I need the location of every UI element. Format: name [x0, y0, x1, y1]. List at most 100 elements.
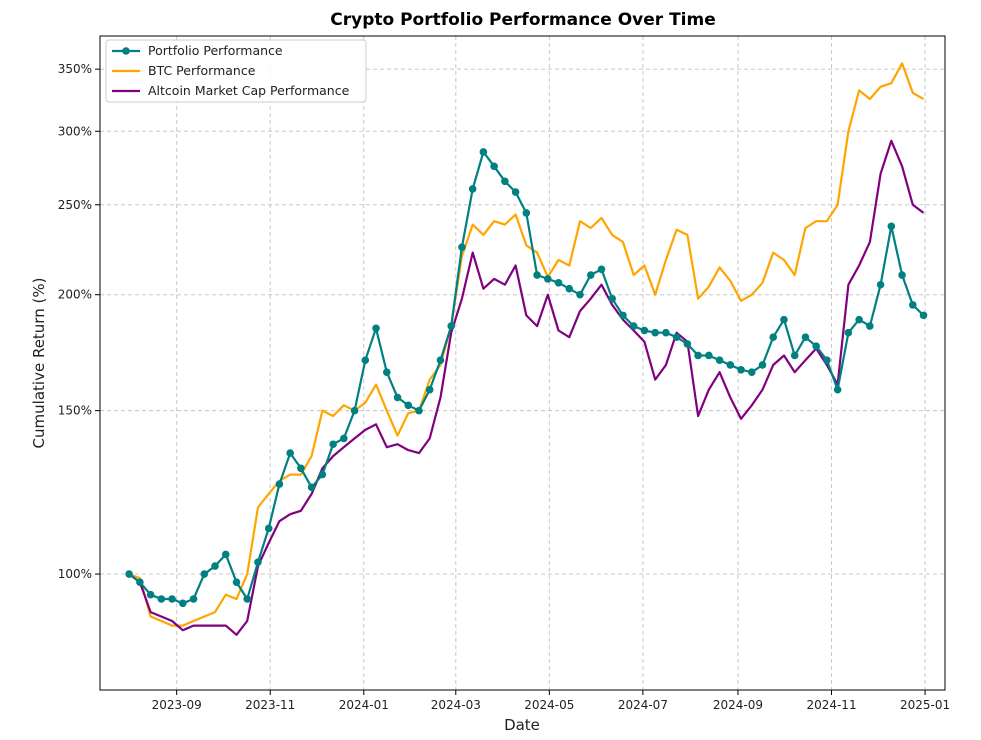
portfolio-performance-point	[769, 333, 778, 341]
portfolio-performance-point	[501, 177, 509, 186]
legend-marker	[122, 47, 130, 55]
portfolio-performance-point	[275, 480, 284, 488]
portfolio-performance-point	[415, 406, 423, 415]
portfolio-performance-point	[436, 356, 445, 364]
x-tick-label: 2023-11	[245, 698, 295, 712]
portfolio-performance-point	[307, 483, 316, 492]
series-lines	[125, 62, 928, 636]
portfolio-performance-point	[855, 315, 863, 324]
portfolio-performance-point	[329, 440, 337, 449]
portfolio-performance-point	[350, 406, 359, 415]
x-tick-label: 2024-07	[618, 698, 668, 712]
portfolio-performance-point	[179, 599, 187, 608]
portfolio-performance-point	[801, 333, 810, 341]
portfolio-performance-point	[758, 361, 767, 369]
portfolio-performance-point	[264, 524, 273, 533]
y-tick-label: 200%	[58, 288, 92, 302]
portfolio-performance-point	[919, 311, 928, 320]
portfolio-performance-point	[823, 356, 831, 364]
portfolio-performance-point	[672, 333, 681, 341]
portfolio-performance-point	[425, 385, 434, 394]
legend-box	[105, 39, 367, 103]
x-tick-label: 2024-01	[339, 698, 389, 712]
portfolio-performance-point	[297, 464, 305, 473]
portfolio-performance-point	[372, 324, 380, 333]
portfolio-performance-point	[468, 185, 477, 193]
portfolio-performance-point	[393, 393, 402, 402]
x-tick-label: 2024-11	[806, 698, 856, 712]
portfolio-performance-point	[726, 361, 735, 369]
portfolio-performance-point	[715, 356, 724, 364]
portfolio-performance-point	[221, 550, 230, 559]
portfolio-performance-point	[683, 340, 692, 348]
legend: Portfolio Performance BTC Performance Altc…	[105, 39, 367, 103]
plot-area-frame	[99, 35, 946, 691]
portfolio-performance-point	[458, 243, 466, 252]
portfolio-performance-point	[737, 365, 745, 374]
y-axis: 100% 150% 200% 250% 300% 350%	[58, 62, 100, 581]
portfolio-performance-point	[479, 148, 488, 156]
portfolio-performance-point	[747, 368, 756, 377]
legend-entry: BTC Performance	[148, 63, 256, 78]
portfolio-performance-point	[168, 595, 176, 603]
y-axis-label: Cumulative Return (%)	[30, 278, 48, 449]
x-tick-label: 2024-05	[524, 698, 574, 712]
x-tick-label: 2024-09	[713, 698, 763, 712]
portfolio-performance-point	[146, 590, 155, 599]
portfolio-performance-point	[200, 570, 209, 578]
portfolio-performance-point	[544, 275, 552, 283]
portfolio-performance-point	[780, 315, 788, 324]
portfolio-performance-point	[340, 434, 348, 443]
portfolio-performance-point	[361, 356, 370, 364]
portfolio-performance-point	[597, 265, 606, 274]
grid	[100, 36, 945, 690]
y-tick-label: 250%	[58, 198, 92, 212]
legend-entry: Portfolio Performance	[148, 43, 283, 58]
portfolio-performance-point	[662, 328, 670, 337]
y-tick-label: 150%	[58, 404, 92, 418]
portfolio-performance-point	[790, 351, 799, 360]
x-axis-label: Date	[504, 716, 540, 734]
portfolio-performance-line	[128, 150, 925, 605]
portfolio-performance-point	[404, 401, 413, 410]
legend-entry: Altcoin Market Cap Performance	[148, 83, 350, 98]
portfolio-performance-point	[447, 322, 455, 330]
portfolio-performance-point	[576, 290, 584, 299]
portfolio-performance-point	[908, 301, 917, 309]
portfolio-performance-point	[876, 280, 885, 289]
portfolio-performance-point	[157, 595, 166, 603]
y-tick-label: 100%	[58, 567, 92, 581]
portfolio-performance-point	[898, 271, 906, 279]
portfolio-performance-point	[705, 351, 713, 360]
portfolio-performance-point	[629, 322, 638, 330]
portfolio-performance-point	[125, 570, 133, 578]
x-tick-label: 2025-01	[900, 698, 950, 712]
portfolio-performance-point	[382, 368, 391, 377]
portfolio-performance-point	[511, 188, 520, 196]
portfolio-performance-point	[844, 328, 853, 337]
x-axis: 2023-09 2023-11 2024-01 2024-03 2024-05 2024-…	[152, 690, 950, 712]
portfolio-performance-point	[318, 470, 327, 479]
portfolio-performance-point	[254, 558, 262, 566]
portfolio-performance-point	[833, 385, 842, 394]
portfolio-performance-point	[651, 328, 659, 337]
portfolio-performance-point	[286, 449, 294, 457]
portfolio-performance-point	[533, 271, 541, 279]
x-tick-label: 2023-09	[152, 698, 202, 712]
chart-title: Crypto Portfolio Performance Over Time	[330, 10, 716, 30]
portfolio-performance-point	[243, 595, 252, 603]
btc-performance-line	[128, 62, 925, 627]
portfolio-performance-point	[189, 595, 198, 603]
portfolio-performance-point	[640, 326, 649, 335]
portfolio-performance-point	[619, 311, 627, 320]
y-tick-label: 300%	[58, 124, 92, 138]
portfolio-performance-point	[232, 578, 241, 586]
portfolio-performance-point	[522, 209, 531, 217]
portfolio-performance-point	[586, 271, 595, 279]
portfolio-performance-point	[694, 351, 702, 360]
portfolio-performance-point	[812, 342, 820, 351]
portfolio-performance-point	[211, 562, 219, 570]
portfolio-performance-point	[887, 222, 896, 231]
portfolio-performance-point	[565, 284, 574, 293]
